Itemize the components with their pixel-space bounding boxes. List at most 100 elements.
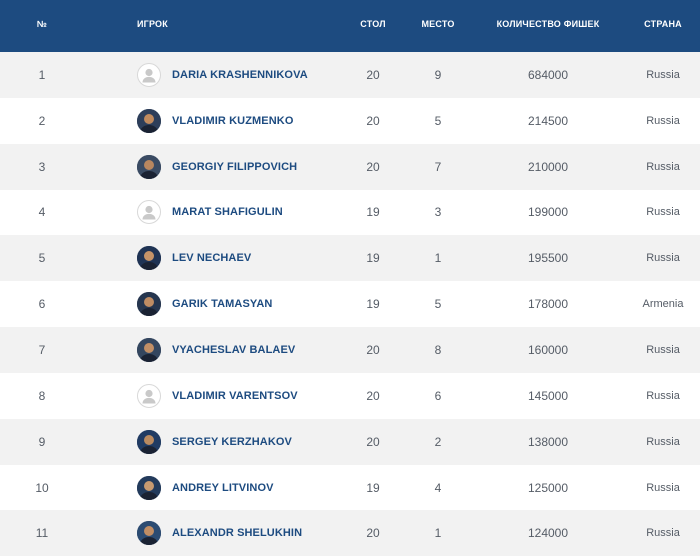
table-row: 2 VLADIMIR KUZMENKO 20 5 214500 Russia: [0, 97, 700, 144]
player-cell[interactable]: GARIK TAMASYAN: [84, 292, 340, 317]
seat-cell: 1: [434, 251, 442, 266]
player-cell[interactable]: DARIA KRASHENNIKOVA: [84, 62, 340, 87]
chips-cell: 199000: [527, 205, 569, 220]
table-row: 6 GARIK TAMASYAN 19 5 178000 Armenia: [0, 281, 700, 328]
player-name-link[interactable]: ANDREY LITVINOV: [172, 481, 274, 494]
avatar: [137, 429, 161, 454]
table-row: 4 MARAT SHAFIGULIN 19 3 199000 Russia: [0, 189, 700, 236]
player-name-link[interactable]: GARIK TAMASYAN: [172, 298, 273, 311]
seat-cell: 1: [434, 526, 442, 541]
table-row: 1 DARIA KRASHENNIKOVA 20 9 684000 Russia: [0, 52, 700, 98]
avatar: [137, 154, 161, 179]
table-cell: 20: [366, 526, 380, 541]
seat-cell: 7: [434, 159, 442, 174]
country-cell: Russia: [646, 343, 680, 356]
avatar: [137, 246, 161, 271]
rank-cell: 11: [35, 526, 49, 541]
header-table[interactable]: СТОЛ: [360, 19, 386, 29]
rank-cell: 8: [38, 388, 46, 403]
player-name-link[interactable]: LEV NECHAEV: [172, 252, 252, 265]
header-num[interactable]: №: [36, 19, 48, 29]
player-name-link[interactable]: VLADIMIR KUZMENKO: [172, 114, 294, 127]
seat-cell: 8: [434, 342, 442, 357]
country-cell: Russia: [646, 435, 680, 448]
table-cell: 19: [366, 205, 380, 220]
table-row: 5 LEV NECHAEV 19 1 195500 Russia: [0, 235, 700, 282]
chips-cell: 145000: [527, 388, 569, 403]
player-name-link[interactable]: VLADIMIR VARENTSOV: [172, 389, 298, 402]
player-cell[interactable]: GEORGIY FILIPPOVICH: [84, 154, 340, 179]
table-cell: 20: [366, 388, 380, 403]
table-cell: 20: [366, 159, 380, 174]
player-cell[interactable]: SERGEY KERZHAKOV: [84, 429, 340, 454]
player-cell[interactable]: MARAT SHAFIGULIN: [84, 200, 340, 225]
avatar: [137, 521, 161, 546]
country-cell: Russia: [646, 68, 680, 81]
seat-cell: 5: [434, 297, 442, 312]
table-cell: 20: [366, 434, 380, 449]
avatar: [137, 475, 161, 500]
chips-cell: 124000: [527, 526, 569, 541]
table-cell: 20: [366, 113, 380, 128]
header-player[interactable]: ИГРОК: [137, 19, 168, 29]
chips-cell: 210000: [527, 159, 569, 174]
seat-cell: 9: [434, 67, 442, 82]
table-row: 11 ALEXANDR SHELUKHIN 20 1 124000 Russia: [0, 510, 700, 556]
chips-cell: 160000: [527, 342, 569, 357]
avatar-placeholder-icon: [137, 62, 161, 87]
country-cell: Russia: [646, 114, 680, 127]
seat-cell: 4: [434, 480, 442, 495]
country-cell: Russia: [646, 389, 680, 402]
header-chips[interactable]: КОЛИЧЕСТВО ФИШЕК: [496, 19, 600, 29]
player-cell[interactable]: ANDREY LITVINOV: [84, 475, 340, 500]
table-row: 7 VYACHESLAV BALAEV 20 8 160000 Russia: [0, 327, 700, 373]
player-cell[interactable]: VLADIMIR KUZMENKO: [84, 108, 340, 133]
player-cell[interactable]: VLADIMIR VARENTSOV: [84, 383, 340, 408]
chips-cell: 195500: [527, 251, 569, 266]
chips-cell: 214500: [527, 113, 569, 128]
avatar-placeholder-icon: [137, 200, 161, 225]
country-cell: Russia: [646, 206, 680, 219]
rank-cell: 2: [38, 113, 46, 128]
player-name-link[interactable]: SERGEY KERZHAKOV: [172, 435, 292, 448]
avatar: [137, 292, 161, 317]
avatar-placeholder-icon: [137, 383, 161, 408]
table-cell: 20: [366, 67, 380, 82]
header-place[interactable]: МЕСТО: [421, 19, 455, 29]
table-body: 1 DARIA KRASHENNIKOVA 20 9 684000 Russia 2 VLAD…: [0, 52, 700, 556]
chips-cell: 684000: [527, 67, 569, 82]
table-cell: 20: [366, 342, 380, 357]
seat-cell: 6: [434, 388, 442, 403]
player-name-link[interactable]: DARIA KRASHENNIKOVA: [172, 68, 308, 81]
player-name-link[interactable]: ALEXANDR SHELUKHIN: [172, 527, 303, 540]
rank-cell: 10: [35, 480, 49, 495]
chips-cell: 125000: [527, 480, 569, 495]
player-name-link[interactable]: VYACHESLAV BALAEV: [172, 343, 296, 356]
country-cell: Russia: [646, 527, 680, 540]
seat-cell: 3: [434, 205, 442, 220]
country-cell: Russia: [646, 252, 680, 265]
player-cell[interactable]: LEV NECHAEV: [84, 246, 340, 271]
rank-cell: 5: [38, 251, 46, 266]
rank-cell: 3: [38, 159, 46, 174]
table-row: 3 GEORGIY FILIPPOVICH 20 7 210000 Russia: [0, 143, 700, 190]
avatar: [137, 108, 161, 133]
country-cell: Armenia: [642, 298, 684, 311]
player-cell[interactable]: ALEXANDR SHELUKHIN: [84, 521, 340, 546]
rank-cell: 9: [38, 434, 46, 449]
seat-cell: 5: [434, 113, 442, 128]
avatar: [137, 337, 161, 362]
player-name-link[interactable]: GEORGIY FILIPPOVICH: [172, 160, 298, 173]
header-country[interactable]: СТРАНА: [644, 19, 682, 29]
country-cell: Russia: [646, 481, 680, 494]
rank-cell: 6: [38, 297, 46, 312]
rank-cell: 4: [38, 205, 46, 220]
chips-cell: 178000: [527, 297, 569, 312]
table-row: 8 VLADIMIR VARENTSOV 20 6 145000 Russia: [0, 372, 700, 419]
player-name-link[interactable]: MARAT SHAFIGULIN: [172, 206, 283, 219]
table-cell: 19: [366, 251, 380, 266]
player-cell[interactable]: VYACHESLAV BALAEV: [84, 337, 340, 362]
rank-cell: 7: [38, 342, 46, 357]
table-cell: 19: [366, 297, 380, 312]
